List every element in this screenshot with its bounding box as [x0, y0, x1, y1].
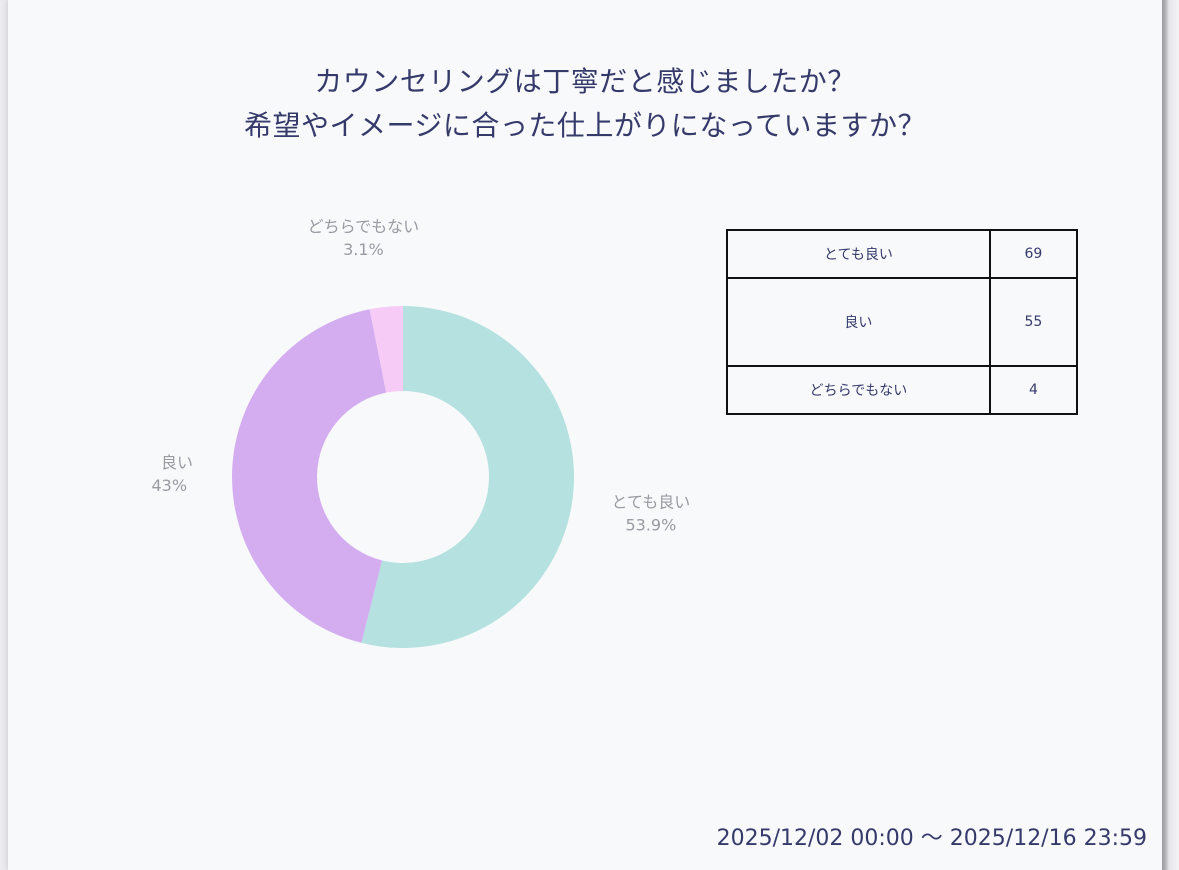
table-row: 良い 55 [726, 277, 1079, 367]
table-cell-value: 55 [988, 277, 1079, 367]
chart-title-line-1: カウンセリングは丁寧だと感じましたか？ [314, 65, 856, 98]
table-cell-value: 69 [988, 229, 1079, 279]
slice-percent-label: 43% [151, 476, 187, 495]
slice-percent-label: 3.1% [343, 240, 384, 259]
table-cell-label: 良い [726, 277, 991, 367]
slice-percent-label: 53.9% [625, 515, 676, 534]
table-row: とても良い 69 [726, 229, 1079, 279]
pie-slice [369, 306, 403, 393]
scrollbar-edge [1162, 0, 1179, 870]
pie-slice [232, 309, 387, 643]
pie-slice [361, 306, 574, 648]
table-cell-label: とても良い [726, 229, 991, 279]
date-range: 2025/12/02 00:00 〜 2025/12/16 23:59 [716, 826, 1147, 851]
chart-title-line-2: 希望やイメージに合った仕上がりになっていますか？ [243, 109, 927, 142]
table-cell-value: 4 [988, 365, 1079, 415]
slice-category-label: 良い [161, 453, 193, 472]
slice-category-label: とても良い [611, 492, 690, 511]
report-page [8, 0, 1162, 870]
slice-category-label: どちらでもない [308, 217, 420, 236]
chart-title: カウンセリングは丁寧だと感じましたか？ 希望やイメージに合った仕上がりになってい… [0, 60, 1170, 148]
table-cell-label: どちらでもない [726, 365, 991, 415]
table-row: どちらでもない 4 [726, 365, 1079, 415]
summary-table: とても良い 69 良い 55 どちらでもない 4 [726, 229, 1079, 415]
